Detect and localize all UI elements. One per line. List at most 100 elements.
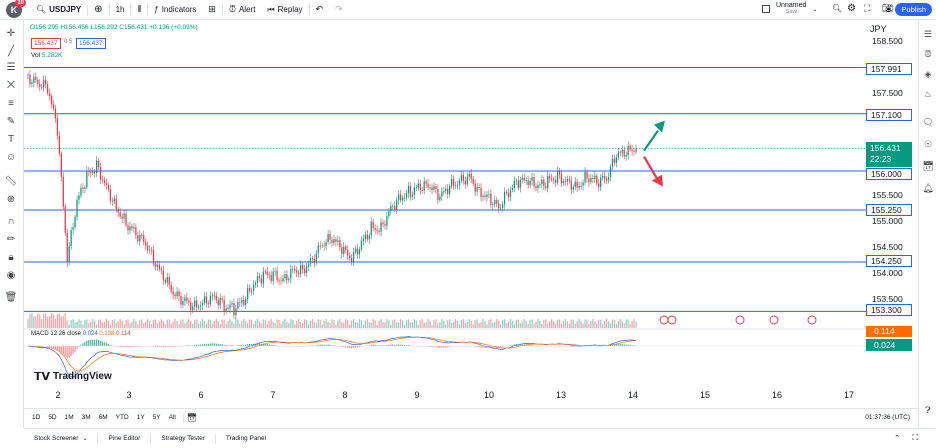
fullscreen-icon[interactable]: ⛶	[864, 3, 871, 13]
volume-bar	[451, 322, 453, 328]
macd-histogram-bar	[388, 344, 390, 346]
range-all[interactable]: All	[168, 414, 176, 421]
candle-body	[248, 288, 251, 291]
range-1d[interactable]: 1D	[32, 414, 41, 421]
candle-body	[329, 233, 331, 240]
fib-retracement-icon[interactable]: ≡	[8, 97, 14, 109]
volume-bar	[623, 323, 625, 328]
range-3m[interactable]: 3M	[81, 414, 91, 421]
volume-bar	[345, 319, 347, 328]
tab-trading-panel[interactable]: Trading Panel	[216, 435, 276, 442]
chat-icon[interactable]: 🗨︎	[922, 116, 934, 127]
symbol-search[interactable]: 🔍︎ USDJPY	[30, 0, 87, 20]
buy-price-button[interactable]: 156.437	[76, 38, 106, 49]
search-icon[interactable]: 🔍︎	[832, 4, 843, 13]
volume-bar	[176, 321, 178, 328]
watchlist-icon[interactable]: ☰	[923, 28, 933, 39]
maximize-panel-icon[interactable]: ⛶	[912, 433, 918, 442]
range-6m[interactable]: 6M	[98, 414, 108, 421]
notifications-icon[interactable]: 🔔︎	[922, 182, 934, 193]
volume-bar	[133, 319, 135, 328]
redo-button[interactable]: ↷	[329, 0, 349, 20]
ideas-icon[interactable]: ☉	[923, 138, 933, 149]
candle-body	[101, 179, 104, 181]
eye-icon[interactable]: ◉	[6, 269, 16, 281]
range-1y[interactable]: 1Y	[136, 414, 145, 421]
candle-body	[137, 235, 139, 242]
volume-bar	[484, 320, 486, 328]
range-ytd[interactable]: YTD	[115, 414, 129, 421]
compare-button[interactable]: ⊕	[88, 0, 108, 20]
candle-body	[192, 306, 194, 311]
publish-button[interactable]: Publish	[895, 3, 932, 16]
chart-type-button[interactable]: ⫴	[131, 0, 147, 20]
candle-body	[586, 171, 588, 179]
horizontal-lines-icon[interactable]: ☰	[6, 61, 16, 73]
economic-event-flag-icon[interactable]	[667, 315, 677, 325]
candle-body	[600, 177, 602, 187]
interval-button[interactable]: 1h	[110, 0, 131, 20]
range-5y[interactable]: 5Y	[152, 414, 161, 421]
macd-legend: MACD 12 26 close 0.024 0.138 0.114	[31, 331, 131, 337]
volume-bar	[250, 319, 253, 328]
layout-name-button[interactable]: Unnamed Save ⌄	[762, 2, 817, 16]
trend-line-icon[interactable]: ╱	[7, 45, 15, 57]
volume-bar	[84, 320, 86, 328]
brush-icon[interactable]: ✎	[6, 115, 16, 127]
tab-pine-editor[interactable]: Pine Editor	[98, 435, 150, 442]
volume-bar	[609, 323, 612, 328]
tab-strategy-tester[interactable]: Strategy Tester	[151, 435, 215, 442]
alert-button[interactable]: ⏰︎ Alert	[223, 0, 261, 20]
indicators-icon: ƒ	[154, 5, 159, 14]
volume-bar	[464, 322, 467, 328]
utc-clock[interactable]: 01:37:36 (UTC)	[865, 414, 910, 421]
volume-bar	[454, 319, 457, 328]
magnet-icon[interactable]: ∩	[7, 215, 15, 227]
volume-bar	[27, 319, 29, 328]
macd-histogram-bar	[403, 345, 406, 346]
volume-bar	[147, 319, 149, 328]
candle-body	[233, 302, 235, 316]
lock-drawing-icon[interactable]: ✏︎	[6, 233, 16, 245]
volume-bar	[245, 321, 247, 328]
sell-price-button[interactable]: 156.437	[31, 38, 61, 49]
lock-icon[interactable]: 🔒︎	[8, 251, 14, 263]
settings-gear-icon[interactable]: ⚙︎	[847, 3, 856, 14]
candle-body	[201, 302, 204, 306]
calendar-icon[interactable]: 📅︎	[922, 160, 934, 171]
economic-event-flag-icon[interactable]	[769, 315, 779, 325]
macd-value-box: 0.024	[866, 339, 912, 351]
hotlist-icon[interactable]: ♨︎	[923, 88, 933, 99]
time-axis[interactable]: 2 3 6 7 8 9 10 13 14 15 16 17	[24, 388, 866, 402]
emoji-icon[interactable]: ☺	[5, 151, 17, 163]
help-icon[interactable]: ❓︎	[925, 404, 931, 415]
pitchfork-icon[interactable]: ⨉	[7, 79, 15, 91]
price-chart[interactable]	[24, 20, 866, 388]
price-axis[interactable]: JPY 158.500 157.500 155.500 155.000 154.…	[866, 20, 918, 415]
go-to-date-icon[interactable]: 📅︎	[186, 413, 198, 422]
economic-event-flag-icon[interactable]	[659, 315, 669, 325]
economic-event-flag-icon[interactable]	[735, 315, 745, 325]
crosshair-icon[interactable]: ✛	[6, 27, 16, 39]
templates-button[interactable]: ⊞	[202, 0, 222, 20]
layers-icon[interactable]: ◈	[924, 68, 932, 79]
range-5d[interactable]: 5D	[48, 414, 57, 421]
undo-button[interactable]: ↶	[310, 0, 330, 20]
replay-button[interactable]: ⏮︎ Replay	[261, 0, 308, 20]
candle-body	[33, 76, 35, 83]
text-tool-icon[interactable]: T	[7, 133, 15, 145]
camera-icon[interactable]: 📷︎	[882, 3, 894, 13]
economic-event-flag-icon[interactable]	[807, 315, 817, 325]
ruler-icon[interactable]: 📏︎	[4, 175, 18, 187]
trash-icon[interactable]: 🗑︎	[4, 291, 18, 303]
collapse-panel-icon[interactable]: ⌃	[894, 435, 900, 442]
macd-histogram-bar	[52, 346, 55, 349]
volume-bar	[78, 319, 80, 328]
zoom-in-icon[interactable]: ⊕	[6, 193, 16, 205]
user-avatar[interactable]: K 10	[6, 0, 26, 18]
indicators-button[interactable]: ƒ Indicators	[148, 0, 202, 20]
macd-histogram-bar	[90, 339, 92, 346]
tab-stock-screener[interactable]: Stock Screener ⌄	[24, 435, 97, 442]
alarm-clock-icon[interactable]: ⏰︎	[924, 48, 932, 59]
range-1m[interactable]: 1M	[64, 414, 74, 421]
